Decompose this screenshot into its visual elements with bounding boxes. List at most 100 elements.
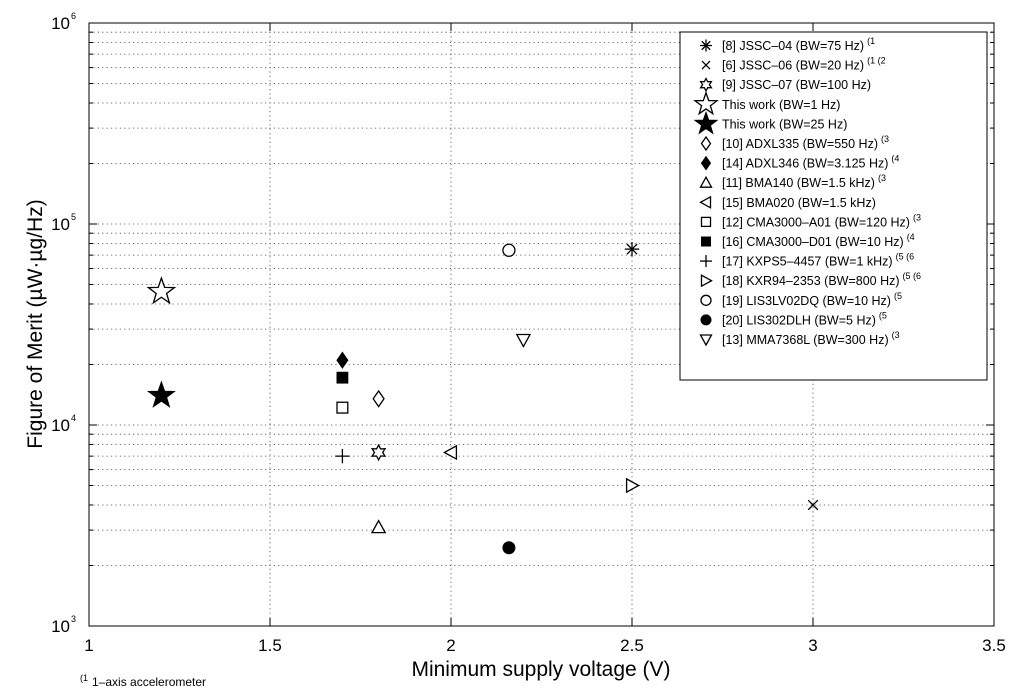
x-tick-label: 1.5 <box>258 636 282 655</box>
y-tick-label: 10 <box>51 215 70 234</box>
x-tick-label: 3 <box>808 636 817 655</box>
data-point <box>146 380 176 408</box>
legend-marker <box>693 110 719 135</box>
data-point <box>372 389 385 408</box>
x-tick-label: 2.5 <box>620 636 644 655</box>
data-point <box>336 351 349 369</box>
legend-entry: This work (BW=25 Hz) <box>693 110 847 135</box>
legend-footnote-ref: (3 <box>913 212 921 222</box>
legend-marker <box>699 195 712 209</box>
data-point <box>807 499 819 511</box>
legend-label: [11] BMA140 (BW=1.5 kHz) <box>722 176 875 190</box>
data-point <box>625 477 640 494</box>
legend-entry: [20] LIS302DLH (BW=5 Hz) (5 <box>700 310 887 327</box>
legend-entry: [18] KXR94–2353 (BW=800 Hz) (5 (6 <box>700 271 922 288</box>
legend-label: [19] LIS3LV02DQ (BW=10 Hz) <box>722 294 891 308</box>
y-tick-label: 10 <box>51 617 70 636</box>
y-axis-label: Figure of Merit (µW·µg/Hz) <box>24 199 47 448</box>
legend-marker <box>699 334 713 347</box>
data-points <box>146 241 819 555</box>
data-point <box>370 443 387 462</box>
legend-entry: [12] CMA3000–A01 (BW=120 Hz) (3 <box>700 212 921 229</box>
legend-marker <box>700 294 712 306</box>
legend: [8] JSSC–04 (BW=75 Hz) (1 [6] JSSC–06 (BW=… <box>679 31 988 381</box>
data-point <box>146 276 177 305</box>
legend-footnote-ref: (3 <box>878 173 886 183</box>
legend-entry: [17] KXPS5–4457 (BW=1 kHz) (5 (6 <box>700 252 914 269</box>
legend-entry: [11] BMA140 (BW=1.5 kHz) (3 <box>699 173 886 190</box>
legend-entry: This work (BW=1 Hz) <box>693 90 840 116</box>
y-tick-label-exponent: 3 <box>71 614 76 624</box>
data-point <box>443 444 458 461</box>
legend-marker <box>699 175 713 188</box>
legend-label: [14] ADXL346 (BW=3.125 Hz) <box>722 157 888 171</box>
legend-label: [8] JSSC–04 (BW=75 Hz) <box>722 39 864 53</box>
legend-footnote-ref: (5 <box>894 291 902 301</box>
legend-entry: [8] JSSC–04 (BW=75 Hz) (1 <box>700 36 875 53</box>
data-point <box>624 241 640 257</box>
legend-entries: [8] JSSC–04 (BW=75 Hz) (1 [6] JSSC–06 (BW=… <box>693 36 922 347</box>
y-tick-label: 10 <box>51 14 70 33</box>
legend-marker <box>700 135 712 152</box>
legend-label: This work (BW=25 Hz) <box>722 117 847 131</box>
legend-label: [18] KXR94–2353 (BW=800 Hz) <box>722 274 900 288</box>
legend-label: [16] CMA3000–D01 (BW=10 Hz) <box>722 235 904 249</box>
legend-marker <box>700 216 712 228</box>
legend-marker <box>693 90 719 116</box>
legend-entry: [13] MMA7368L (BW=300 Hz) (3 <box>699 330 900 347</box>
legend-label: [12] CMA3000–A01 (BW=120 Hz) <box>722 215 910 229</box>
legend-footnote-ref: (1 <box>867 36 875 46</box>
x-tick-label: 3.5 <box>982 636 1006 655</box>
x-tick-label: 1 <box>84 636 93 655</box>
y-tick-label-exponent: 6 <box>71 11 76 21</box>
legend-entry: [6] JSSC–06 (BW=20 Hz) (1 (2 <box>701 56 886 73</box>
data-point <box>515 333 532 348</box>
legend-marker <box>700 255 712 268</box>
footnote: (1 1–axis accelerometer <box>80 673 206 686</box>
legend-marker <box>700 274 713 288</box>
y-tick-label-exponent: 5 <box>71 212 76 222</box>
legend-label: [15] BMA020 (BW=1.5 kHz) <box>722 196 876 210</box>
legend-entry: [10] ADXL335 (BW=550 Hz) (3 <box>700 134 889 152</box>
legend-marker <box>700 39 712 52</box>
legend-entry: [16] CMA3000–D01 (BW=10 Hz) (4 <box>701 232 915 249</box>
legend-label: [17] KXPS5–4457 (BW=1 kHz) <box>722 255 893 269</box>
legend-marker <box>701 60 711 70</box>
footnote-text: 1–axis accelerometer <box>92 675 206 686</box>
footnote-sup: (1 <box>80 673 88 683</box>
legend-label: [9] JSSC–07 (BW=100 Hz) <box>722 78 871 92</box>
data-point <box>336 401 349 414</box>
legend-footnote-ref: (5 <box>879 310 887 320</box>
plot-area-frame <box>88 22 995 627</box>
legend-footnote-ref: (3 <box>892 330 900 340</box>
legend-label: [6] JSSC–06 (BW=20 Hz) <box>722 59 864 73</box>
legend-marker <box>700 314 712 326</box>
legend-footnote-ref: (1 (2 <box>867 56 886 66</box>
x-tick-label: 2 <box>446 636 455 655</box>
legend-footnote-ref: (3 <box>881 134 889 144</box>
legend-footnote-ref: (4 <box>891 154 899 164</box>
legend-label: [13] MMA7368L (BW=300 Hz) <box>722 333 889 347</box>
axis-ticks <box>88 22 995 627</box>
legend-marker <box>700 155 712 171</box>
legend-entry: [19] LIS3LV02DQ (BW=10 Hz) (5 <box>700 291 902 308</box>
data-point <box>502 243 516 257</box>
legend-entry: [15] BMA020 (BW=1.5 kHz) <box>699 195 876 210</box>
legend-label: This work (BW=1 Hz) <box>722 98 840 112</box>
legend-box <box>679 31 988 381</box>
data-point <box>370 519 387 534</box>
legend-footnote-ref: (5 (6 <box>903 271 922 281</box>
legend-footnote-ref: (5 (6 <box>896 252 915 262</box>
data-point <box>502 541 516 555</box>
data-point <box>335 448 350 464</box>
legend-marker <box>701 236 711 247</box>
grid <box>89 23 994 626</box>
y-tick-label: 10 <box>51 416 70 435</box>
x-axis-label: Minimum supply voltage (V) <box>411 658 670 681</box>
y-tick-label-exponent: 4 <box>71 413 76 423</box>
legend-footnote-ref: (4 <box>907 232 915 242</box>
legend-label: [20] LIS302DLH (BW=5 Hz) <box>722 313 876 327</box>
legend-entry: [9] JSSC–07 (BW=100 Hz) <box>699 77 871 93</box>
